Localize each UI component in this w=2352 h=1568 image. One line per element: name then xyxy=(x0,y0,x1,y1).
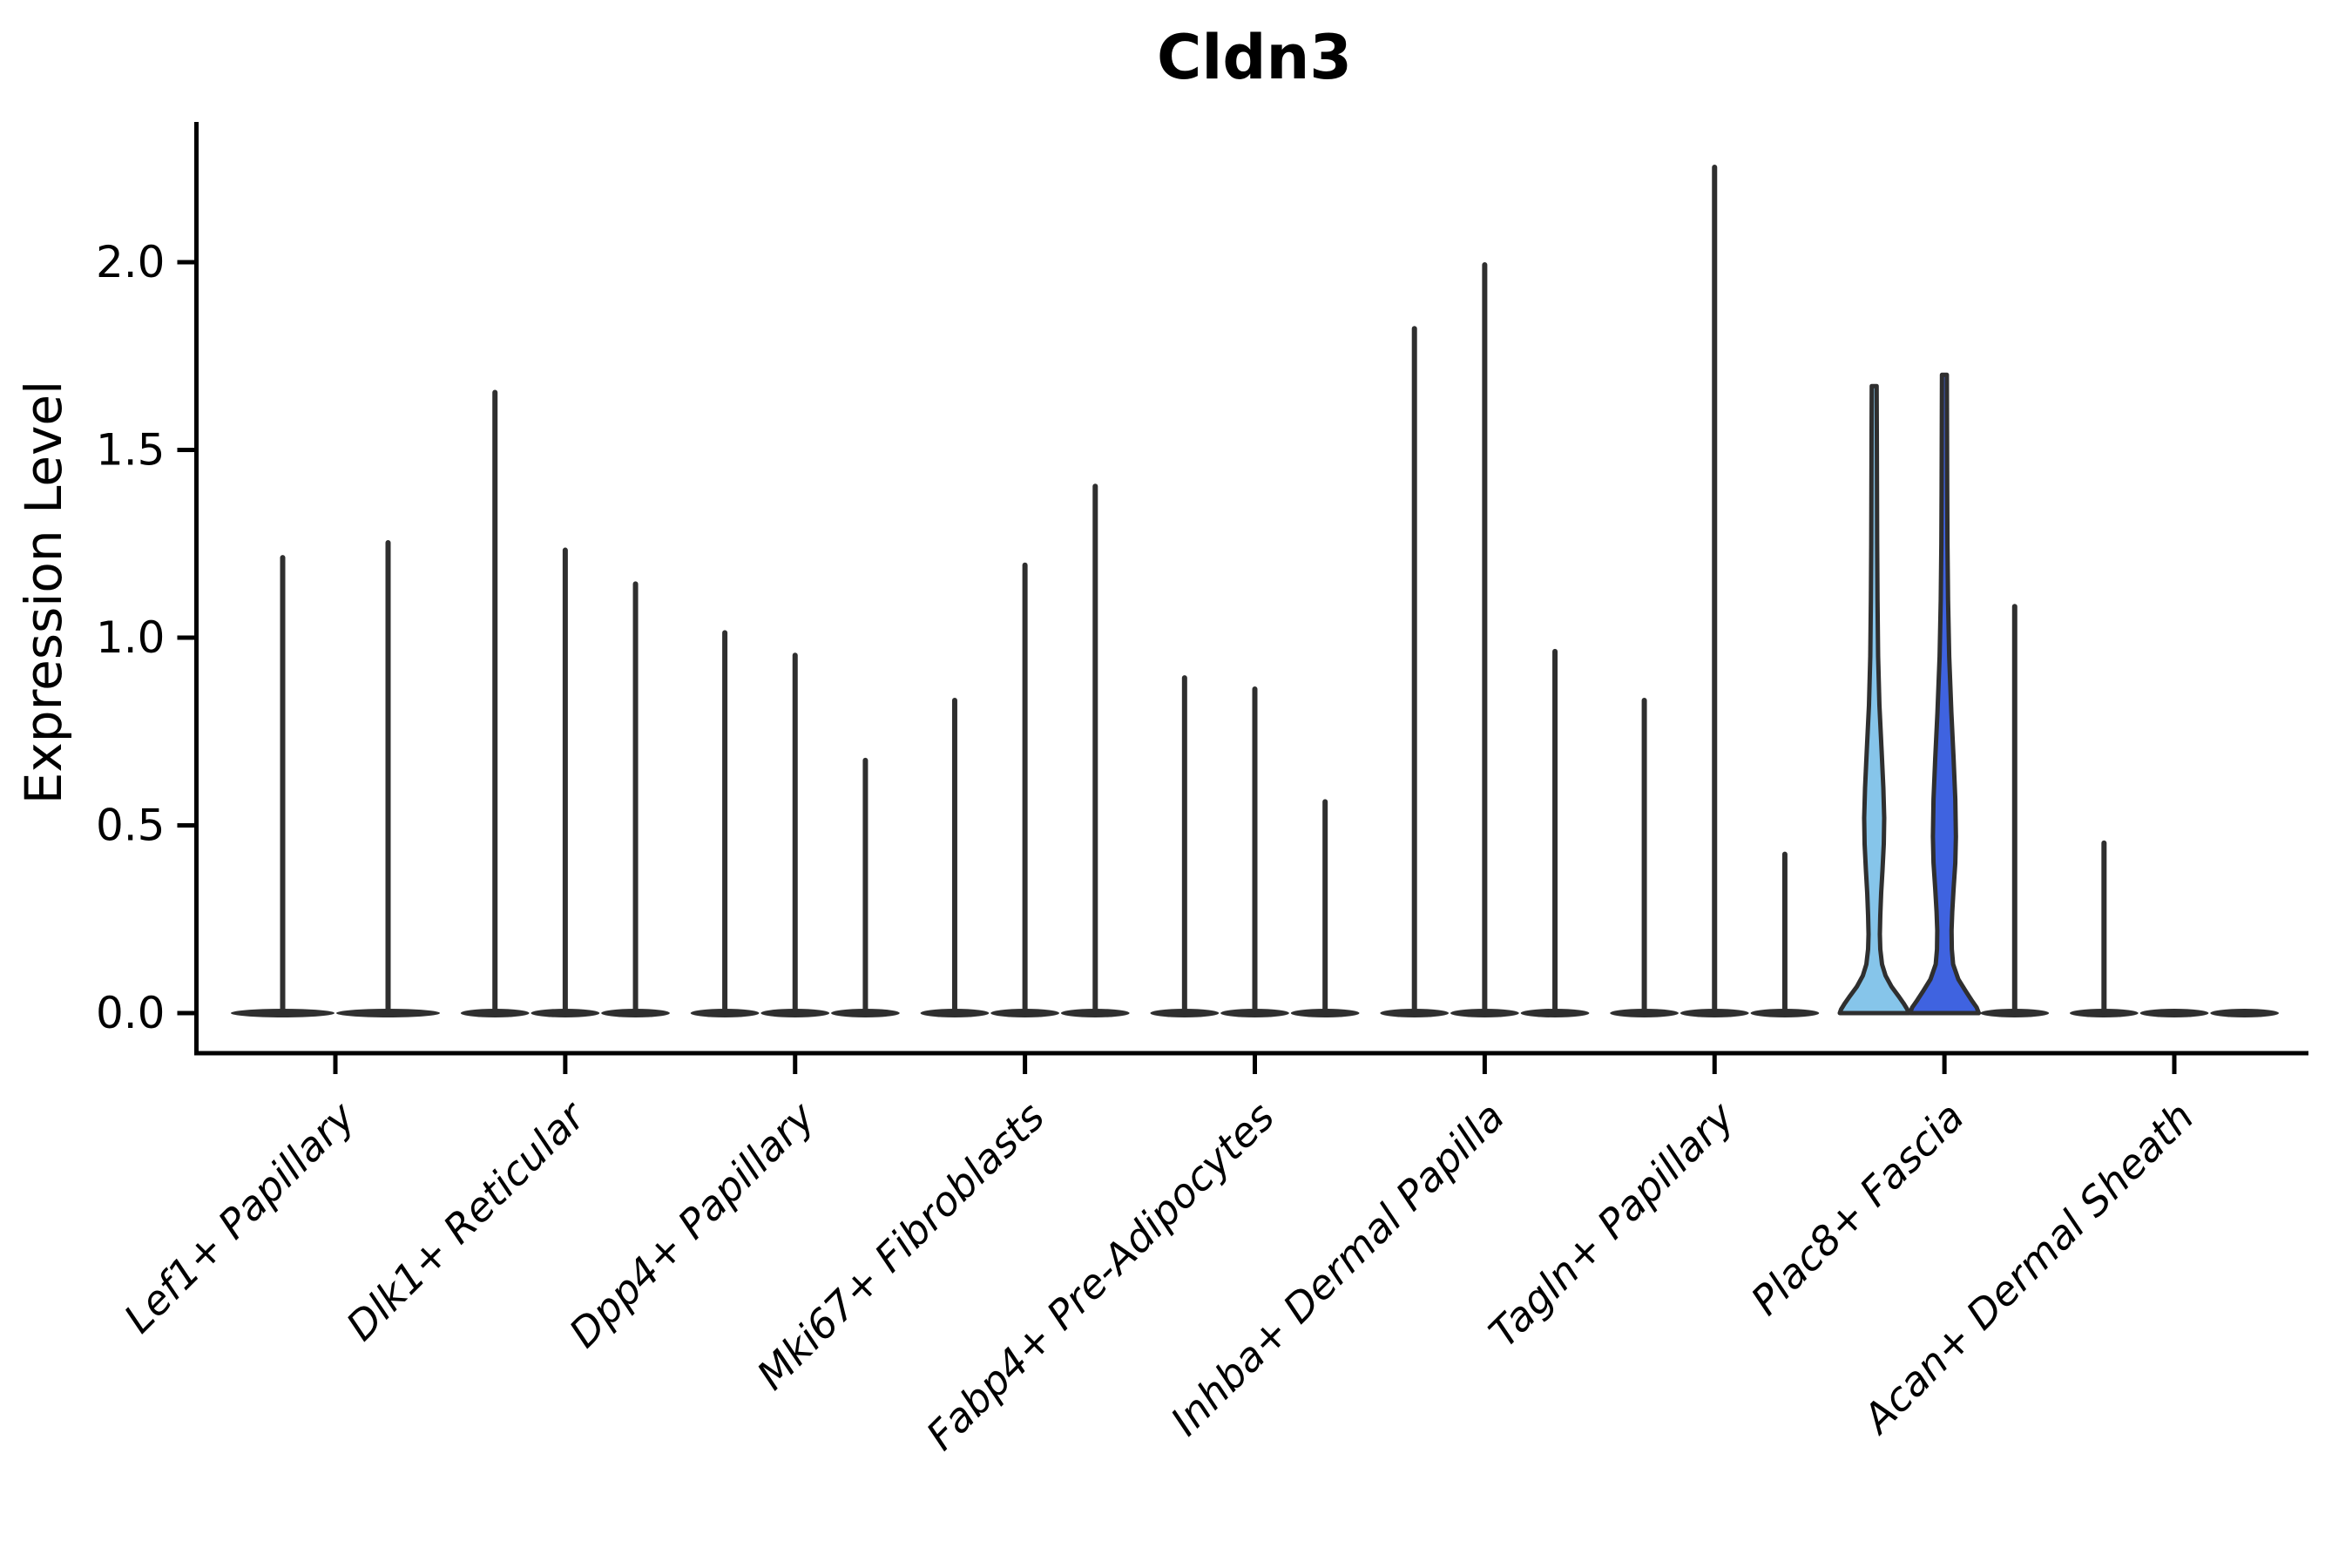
violin-density-royal xyxy=(1908,372,1982,1016)
y-axis-label: Expression Level xyxy=(14,381,73,804)
violin-density-light xyxy=(1837,383,1911,1016)
violin-baseline xyxy=(2139,1009,2209,1017)
category-label: Lef1+ Papillary xyxy=(115,1092,364,1342)
y-tick-label: 2.0 xyxy=(96,237,166,287)
y-tick-label: 0.5 xyxy=(96,801,166,851)
category-label: Dlk1+ Reticular xyxy=(337,1091,596,1349)
y-tick-label: 1.0 xyxy=(96,612,166,663)
category-label: Plac8+ Fascia xyxy=(1742,1093,1973,1324)
category-label: Tagln+ Papillary xyxy=(1480,1092,1744,1356)
category-label: Dpp4+ Papillary xyxy=(560,1092,824,1356)
chart-title: Cldn3 xyxy=(1157,22,1352,93)
y-tick-label: 0.0 xyxy=(96,988,166,1038)
y-tick-label: 1.5 xyxy=(96,425,166,476)
violin-baseline xyxy=(2210,1009,2280,1017)
